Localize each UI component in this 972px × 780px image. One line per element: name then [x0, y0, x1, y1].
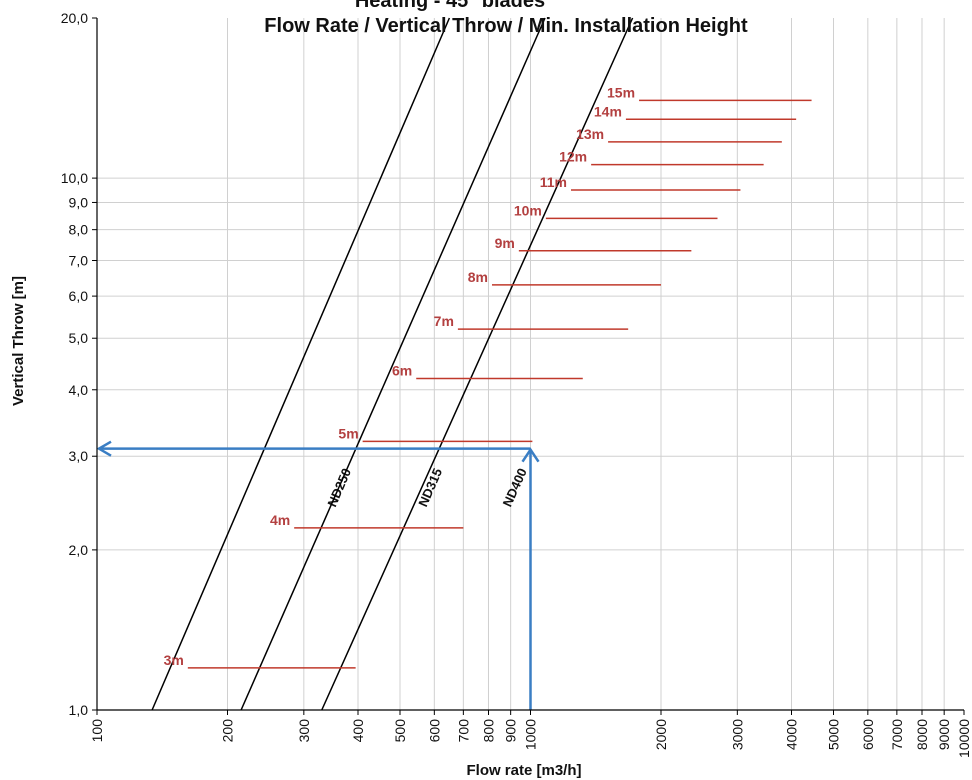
series-line-nd250 [151, 17, 451, 711]
y-tick-label: 10,0 [61, 170, 88, 186]
x-tick-label: 100 [89, 719, 105, 743]
height-label: 6m [392, 363, 412, 379]
height-label: 12m [559, 149, 587, 165]
series-line-nd400 [321, 17, 634, 711]
y-tick-label: 4,0 [69, 382, 89, 398]
height-label: 14m [594, 103, 622, 119]
y-tick-label: 20,0 [61, 10, 88, 26]
y-tick-label: 9,0 [69, 194, 89, 210]
y-tick-labels: 1,0 2,0 3,0 4,0 5,0 6,0 7,0 8,0 9,0 10,0 20,0 [61, 10, 88, 718]
x-tick-label: 800 [480, 719, 496, 743]
x-tick-labels: 100 200 300 400 500 600 700 800 900 1000 2000 3000 4… [89, 719, 972, 758]
y-tick-label: 2,0 [69, 542, 89, 558]
height-label: 7m [434, 313, 454, 329]
installation-height-lines: 3m 4m 5m 6m 7m 8m 9m 10m 11m 12m 13m 14m 15m [164, 84, 812, 669]
axes [92, 17, 965, 715]
height-label: 9m [495, 235, 515, 251]
x-tick-label: 2000 [653, 719, 669, 750]
height-label: 11m [540, 174, 567, 190]
x-tick-label: 300 [296, 719, 312, 743]
x-tick-label: 400 [350, 719, 366, 743]
x-tick-label: 3000 [729, 719, 745, 750]
y-tick-label: 8,0 [69, 222, 89, 238]
x-tick-label: 200 [219, 719, 235, 743]
x-tick-label: 1000 [523, 719, 539, 750]
height-label: 8m [468, 269, 488, 285]
example-horizontal-arrow-head [96, 440, 112, 457]
series-line-nd315 [240, 17, 546, 711]
y-tick-label: 7,0 [69, 253, 89, 269]
y-tick-label: 1,0 [69, 702, 89, 718]
height-label: 15m [607, 84, 635, 100]
x-tick-label: 5000 [826, 719, 842, 750]
height-label: 10m [514, 202, 542, 218]
x-tick-label: 4000 [783, 719, 799, 750]
height-label: 4m [270, 512, 290, 528]
height-label: 13m [576, 126, 604, 142]
chart-title-line-1: Heating - 45° blades [355, 0, 545, 12]
y-tick-label: 6,0 [69, 288, 89, 304]
x-tick-label: 500 [392, 719, 408, 743]
x-tick-label: 9000 [936, 719, 952, 750]
series-label-nd400: ND400 [500, 466, 530, 509]
x-tick-label: 900 [503, 719, 519, 743]
x-tick-label: 6000 [860, 719, 876, 750]
y-axis-label: Vertical Throw [m] [10, 276, 27, 406]
example-reading [96, 440, 540, 710]
height-label: 3m [164, 652, 184, 668]
x-tick-label: 700 [455, 719, 471, 743]
y-tick-label: 5,0 [69, 330, 89, 346]
x-tick-label: 8000 [914, 719, 930, 750]
series-label-nd315: ND315 [415, 466, 445, 509]
y-tick-label: 3,0 [69, 448, 89, 464]
x-axis-label: Flow rate [m3/h] [466, 762, 581, 779]
height-label: 5m [338, 425, 358, 441]
x-tick-label: 10000 [956, 719, 972, 758]
x-tick-label: 7000 [889, 719, 905, 750]
x-tick-label: 600 [426, 719, 442, 743]
chart-title-line-2: Flow Rate / Vertical Throw / Min. Instal… [264, 15, 748, 37]
